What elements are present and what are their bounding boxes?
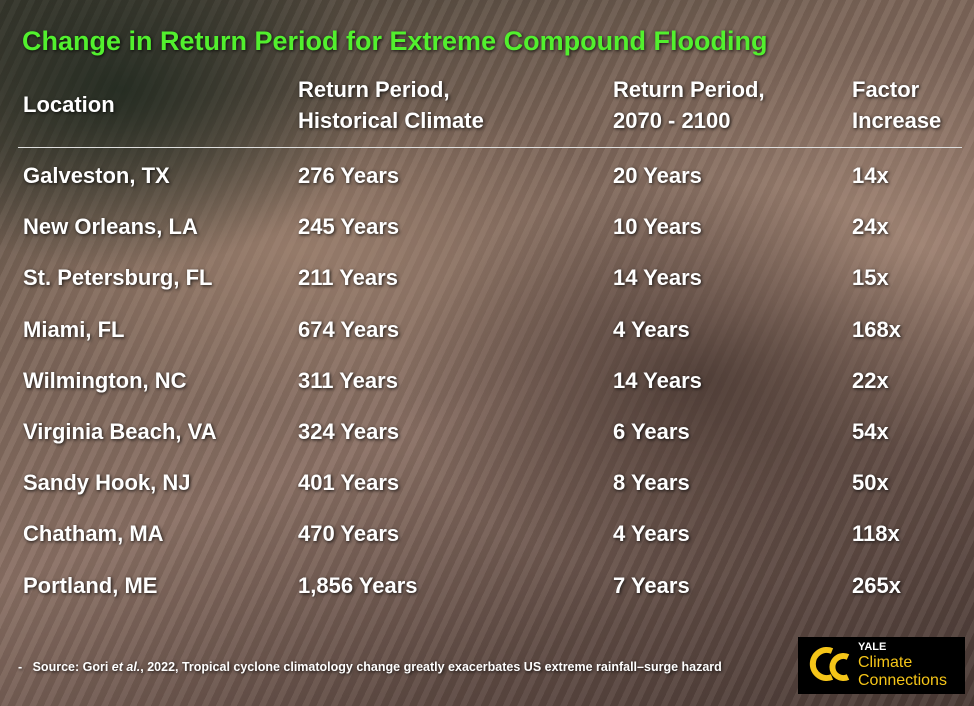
- table-cell: Chatham, MA: [23, 521, 164, 547]
- source-note: - Source: Gori et al., 2022, Tropical cy…: [18, 660, 722, 674]
- column-header: Historical Climate: [298, 108, 484, 133]
- table-cell: 324 Years: [298, 419, 400, 444]
- table-cell: 20 Years: [613, 163, 702, 188]
- table-cell: 470 Years: [298, 521, 400, 547]
- table-cell: 6 Years: [613, 419, 690, 444]
- column-header: Return Period,: [613, 77, 765, 102]
- table-cell: 311 Years: [298, 367, 398, 393]
- table-cell: 22x: [852, 367, 889, 393]
- table-cell: St. Petersburg, FL: [23, 265, 213, 291]
- table-cell: 118x: [852, 521, 900, 547]
- table-cell: 14 Years: [613, 367, 702, 393]
- table-cell: Galveston, TX: [23, 163, 170, 188]
- logo-text: Climate: [858, 654, 913, 671]
- table-cell: 24x: [852, 214, 889, 240]
- column-header: 2070 - 2100: [613, 108, 731, 133]
- source-italic: et al.: [111, 660, 141, 674]
- bullet: -: [18, 660, 23, 674]
- logo-icon: [809, 647, 850, 681]
- table-cell: 50x: [852, 470, 889, 496]
- column-header: Location: [23, 92, 115, 117]
- table-cell: 401 Years: [298, 470, 400, 496]
- table-cell: Miami, FL: [23, 316, 125, 342]
- table-cell: 4 Years: [613, 316, 690, 342]
- header-rule: [18, 147, 962, 148]
- table-cell: 14 Years: [613, 265, 702, 291]
- table-cell: 168x: [852, 316, 901, 342]
- logo-text: YALE: [858, 641, 887, 653]
- column-header: Increase: [852, 108, 942, 133]
- table-cell: 8 Years: [613, 470, 690, 496]
- table-cell: 211 Years: [298, 265, 398, 291]
- table-cell: 674 Years: [298, 316, 400, 342]
- table-cell: Portland, ME: [23, 572, 158, 598]
- table-cell: Wilmington, NC: [23, 367, 187, 393]
- table-cell: Sandy Hook, NJ: [23, 470, 191, 496]
- table-cell: Virginia Beach, VA: [23, 419, 217, 444]
- column-header: Factor: [852, 77, 920, 102]
- title: Change in Return Period for Extreme Comp…: [22, 26, 768, 56]
- table-cell: 14x: [852, 163, 889, 188]
- source-text: Source: Gori: [32, 660, 112, 674]
- table-cell: 4 Years: [613, 521, 690, 547]
- table-cell: 15x: [852, 265, 889, 291]
- column-header: Return Period,: [298, 77, 450, 102]
- logo: YALE Climate Connections: [798, 637, 965, 694]
- table-cell: 10 Years: [613, 214, 702, 240]
- table-cell: 1,856 Years: [298, 572, 418, 598]
- table-cell: 7 Years: [613, 572, 690, 598]
- table-cell: New Orleans, LA: [23, 214, 198, 240]
- table-cell: 276 Years: [298, 163, 400, 188]
- table-cell: 245 Years: [298, 214, 400, 240]
- logo-text: Connections: [858, 672, 947, 689]
- table-cell: 54x: [852, 419, 889, 444]
- source-text: , 2022, Tropical cyclone climatology cha…: [140, 660, 722, 674]
- table-cell: 265x: [852, 572, 901, 598]
